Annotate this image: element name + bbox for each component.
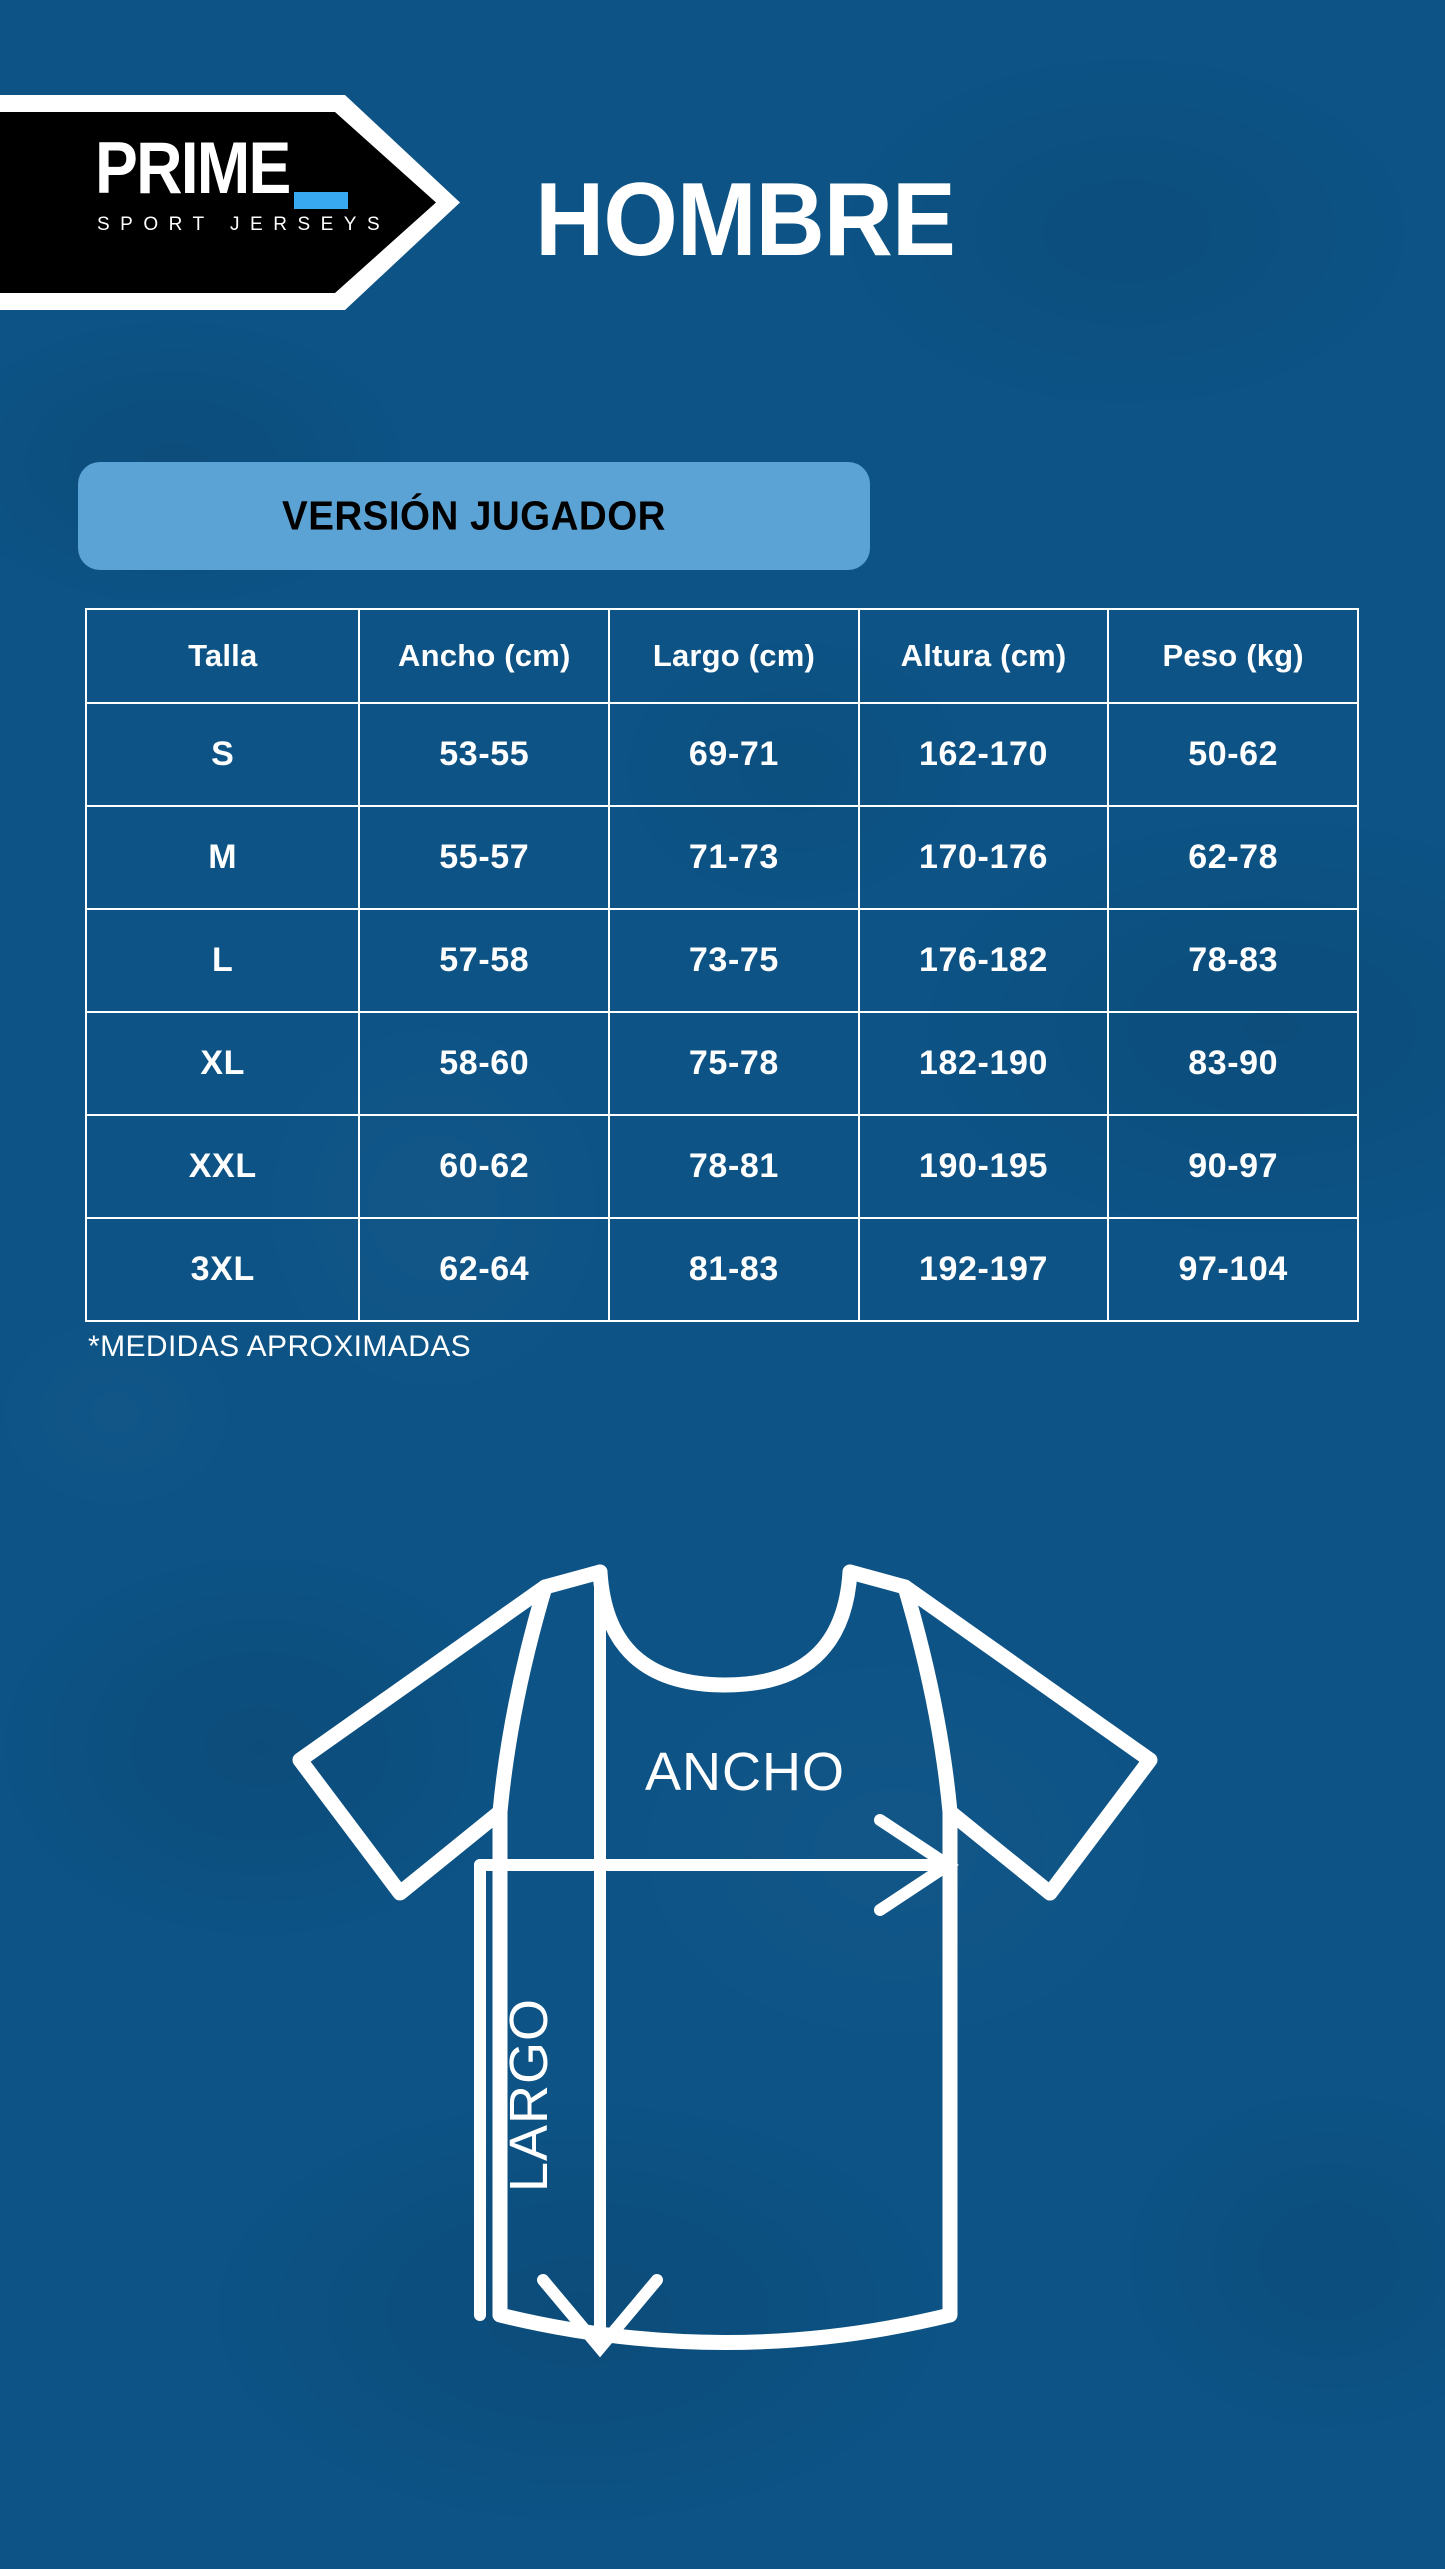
column-header-ancho: Ancho (cm)	[358, 608, 611, 704]
logo-badge-fill	[0, 112, 436, 293]
table-row: L 57-58 73-75 176-182 78-83	[84, 908, 1359, 1013]
cell-ancho: 62-64	[358, 1217, 611, 1322]
cell-ancho: 58-60	[358, 1011, 611, 1116]
cell-peso: 97-104	[1107, 1217, 1359, 1322]
cell-altura: 190-195	[857, 1114, 1110, 1219]
tshirt-measurement-diagram: ANCHO LARGO	[255, 1525, 1195, 2425]
cell-peso: 83-90	[1107, 1011, 1359, 1116]
cell-ancho: 60-62	[358, 1114, 611, 1219]
cell-ancho: 57-58	[358, 908, 611, 1013]
largo-label: LARGO	[499, 1998, 559, 2192]
version-banner-label: VERSIÓN JUGADOR	[282, 492, 666, 539]
column-header-peso: Peso (kg)	[1107, 608, 1359, 704]
page-header: PRIME SPORT JERSEYS HOMBRE	[0, 0, 1445, 400]
cell-altura: 162-170	[857, 702, 1110, 807]
brand-tagline: SPORT JERSEYS	[97, 214, 391, 235]
brand-logo-badge	[0, 95, 460, 310]
tshirt-outline	[292, 1564, 1158, 2350]
ancho-label: ANCHO	[645, 1742, 845, 1802]
cell-largo: 78-81	[608, 1114, 860, 1219]
cell-largo: 71-73	[608, 805, 860, 910]
cell-largo: 75-78	[608, 1011, 860, 1116]
table-row: XL 58-60 75-78 182-190 83-90	[84, 1011, 1359, 1116]
tshirt-collar	[592, 1564, 858, 1693]
cell-altura: 182-190	[857, 1011, 1110, 1116]
cell-largo: 69-71	[608, 702, 860, 807]
cell-talla: XL	[84, 1011, 361, 1116]
cell-talla: S	[84, 702, 361, 807]
cell-altura: 176-182	[857, 908, 1110, 1013]
brand-name: PRIME	[95, 128, 291, 209]
cell-largo: 73-75	[608, 908, 860, 1013]
size-table-container: Talla Ancho (cm) Largo (cm) Altura (cm) …	[84, 608, 1359, 1322]
page-title-text: HOMBRE	[535, 162, 956, 278]
version-banner: VERSIÓN JUGADOR	[78, 462, 870, 570]
cell-talla: 3XL	[84, 1217, 361, 1322]
tshirt-left-seam	[492, 1579, 553, 1820]
column-header-talla: Talla	[84, 608, 361, 704]
table-row: 3XL 62-64 81-83 192-197 97-104	[84, 1217, 1359, 1322]
cell-talla: XXL	[84, 1114, 361, 1219]
cell-largo: 81-83	[608, 1217, 860, 1322]
column-header-largo: Largo (cm)	[608, 608, 860, 704]
cell-ancho: 53-55	[358, 702, 611, 807]
tshirt-right-seam	[897, 1579, 958, 1820]
cell-altura: 192-197	[857, 1217, 1110, 1322]
brand-wordmark: PRIME SPORT JERSEYS	[95, 128, 385, 236]
table-header-row: Talla Ancho (cm) Largo (cm) Altura (cm) …	[84, 608, 1359, 704]
cell-altura: 170-176	[857, 805, 1110, 910]
table-row: S 53-55 69-71 162-170 50-62	[84, 702, 1359, 807]
size-table-head: Talla Ancho (cm) Largo (cm) Altura (cm) …	[84, 608, 1359, 704]
size-table: Talla Ancho (cm) Largo (cm) Altura (cm) …	[84, 608, 1359, 1322]
page-title: HOMBRE	[517, 168, 973, 272]
ancho-arrow-head	[874, 1814, 959, 1916]
cell-ancho: 55-57	[358, 805, 611, 910]
cell-talla: M	[84, 805, 361, 910]
table-row: XXL 60-62 78-81 190-195 90-97	[84, 1114, 1359, 1219]
column-header-altura: Altura (cm)	[857, 608, 1110, 704]
brand-accent-bar	[294, 192, 348, 209]
cell-peso: 62-78	[1107, 805, 1359, 910]
largo-arrow-head	[537, 2274, 663, 2358]
cell-peso: 50-62	[1107, 702, 1359, 807]
table-row: M 55-57 71-73 170-176 62-78	[84, 805, 1359, 910]
measurements-note: *MEDIDAS APROXIMADAS	[88, 1330, 472, 1363]
cell-peso: 90-97	[1107, 1114, 1359, 1219]
size-table-body: S 53-55 69-71 162-170 50-62 M 55-57 71-7…	[84, 702, 1359, 1322]
cell-peso: 78-83	[1107, 908, 1359, 1013]
cell-talla: L	[84, 908, 361, 1013]
